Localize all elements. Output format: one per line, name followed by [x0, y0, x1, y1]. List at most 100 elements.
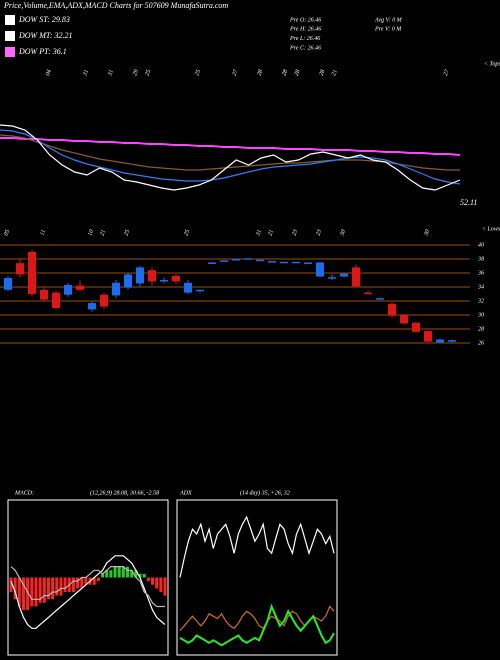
candle-body	[244, 258, 252, 260]
candle-body	[112, 282, 120, 296]
histogram-bar	[92, 577, 96, 585]
legend-swatch	[5, 15, 15, 25]
candle-body	[196, 289, 204, 292]
histogram-bar	[113, 566, 117, 578]
date-label: 21	[331, 69, 339, 77]
panel-title: ADX	[179, 490, 192, 496]
info-text: Pre O: 26.46	[289, 16, 321, 23]
date-label: 30	[423, 229, 431, 238]
histogram-bar	[96, 577, 100, 582]
candle-body	[88, 303, 96, 310]
ema-line	[0, 124, 461, 191]
histogram-bar	[34, 577, 38, 607]
date-label: 05	[3, 229, 11, 237]
date-label: 10	[87, 229, 95, 237]
date-label: 11	[40, 229, 48, 236]
candle-body	[328, 277, 336, 279]
histogram-bar	[17, 577, 21, 607]
histogram-bar	[51, 577, 55, 600]
panel-frame	[7, 499, 169, 656]
date-label: 25	[183, 229, 191, 237]
histogram-bar	[9, 577, 13, 592]
candle-body	[448, 340, 456, 342]
date-label: 28	[257, 69, 265, 77]
panel-frame	[176, 499, 338, 656]
last-price: 52.11	[460, 198, 477, 207]
date-label: 23	[291, 229, 299, 237]
date-label: 30	[339, 229, 347, 238]
candle-body	[400, 315, 408, 324]
date-label: 28	[294, 69, 302, 77]
date-label: 31	[107, 69, 115, 78]
date-label: 21	[99, 229, 107, 237]
panel-label: < Lows	[482, 226, 500, 232]
candle-body	[352, 267, 360, 287]
adx-line	[179, 515, 335, 578]
date-label: 31	[82, 69, 90, 78]
candle-body	[76, 285, 84, 290]
histogram-bar	[13, 577, 17, 600]
candle-body	[256, 259, 264, 262]
histogram-bar	[84, 577, 88, 585]
candle-body	[160, 280, 168, 282]
histogram-bar	[105, 570, 109, 578]
histogram-bar	[146, 577, 150, 582]
histogram-bar	[134, 570, 138, 578]
y-tick-label: 38	[477, 256, 484, 262]
histogram-bar	[159, 577, 163, 592]
histogram-bar	[71, 577, 75, 592]
histogram-bar	[76, 577, 80, 589]
candle-body	[148, 270, 156, 282]
candle-body	[424, 331, 432, 342]
legend-label: DOW PT: 36.1	[18, 47, 67, 56]
candle-body	[292, 261, 300, 264]
histogram-bar	[55, 577, 59, 596]
date-label: 27	[443, 68, 451, 77]
candle-body	[316, 262, 324, 277]
candle-body	[40, 289, 48, 300]
adx-line	[179, 603, 335, 647]
candle-body	[172, 275, 180, 282]
candle-body	[376, 298, 384, 300]
histogram-bar	[26, 577, 30, 611]
date-label: 28	[281, 69, 289, 77]
y-tick-label: 36	[477, 270, 484, 276]
histogram-bar	[30, 577, 34, 607]
candle-body	[100, 294, 108, 307]
histogram-bar	[42, 577, 46, 603]
histogram-bar	[59, 577, 63, 596]
date-label: 28	[319, 69, 327, 77]
y-tick-label: 40	[478, 241, 484, 248]
y-tick-label: 34	[477, 283, 484, 290]
info-text: Pre H: 26.46	[289, 26, 321, 33]
candle-body	[340, 273, 348, 277]
candle-body	[304, 262, 312, 264]
legend-swatch	[5, 47, 15, 57]
candle-body	[64, 284, 72, 295]
histogram-bar	[46, 577, 50, 600]
date-label: 04	[44, 69, 53, 77]
legend-label: DOW MT: 32.21	[18, 31, 73, 40]
macd-line	[10, 555, 166, 629]
histogram-bar	[63, 577, 67, 592]
date-label: 23	[315, 229, 323, 237]
macd-line	[10, 565, 165, 608]
histogram-bar	[117, 566, 121, 578]
histogram-bar	[109, 570, 113, 578]
histogram-bar	[21, 577, 25, 611]
histogram-bar	[101, 573, 105, 578]
y-tick-label: 32	[477, 298, 484, 304]
date-label: 27	[232, 68, 240, 77]
date-label: 31	[255, 229, 263, 238]
histogram-bar	[80, 577, 84, 589]
candle-body	[220, 260, 228, 262]
panel-subtitle: (14 day) 35, +26, 32	[240, 489, 290, 496]
candle-body	[124, 274, 132, 288]
ema-line	[0, 129, 461, 185]
histogram-bar	[151, 577, 155, 585]
candle-body	[4, 277, 12, 290]
candle-body	[28, 252, 36, 294]
info-text: Avg V: 0 M	[374, 17, 403, 23]
